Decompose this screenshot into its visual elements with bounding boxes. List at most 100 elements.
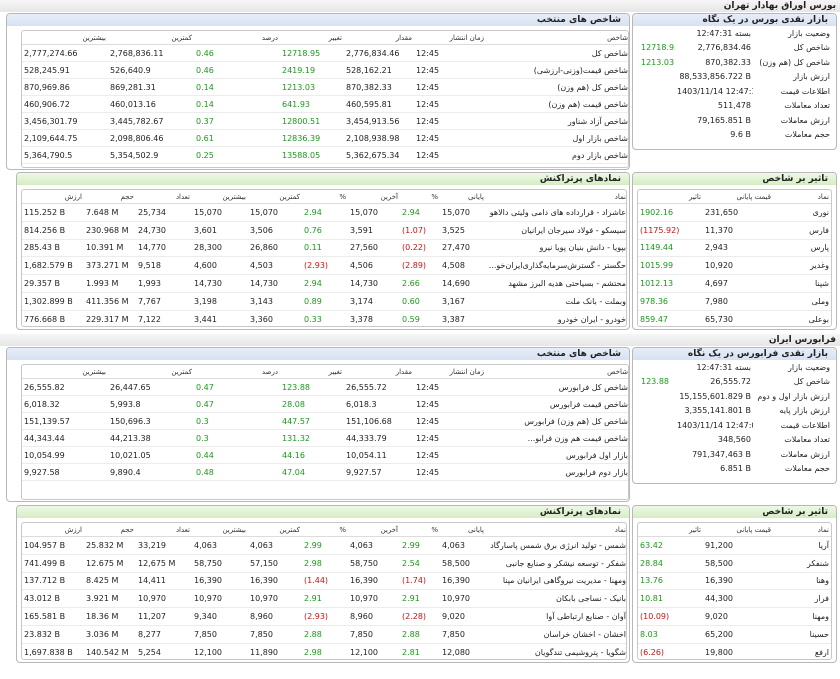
farabourse-impact-price: 9,020 xyxy=(703,607,773,626)
tehran-symbol-row[interactable]: 1,302.899 B 411.356 M 7,767 3,198 3,143 0.89 3… xyxy=(22,292,626,311)
farabourse-index-row[interactable]: 151,139.57 150,696.3 0.3 447.57 151,106.68 12… xyxy=(22,412,628,430)
farabourse-symbol-count: 10,970 xyxy=(136,589,192,609)
farabourse-impact-symbol: وهنا xyxy=(773,572,831,591)
tehran-symbol-row[interactable]: 776.668 B 229.317 M 7,122 3,441 3,360 0.33 3,3… xyxy=(22,310,626,326)
tehran-symbol-last: 15,070 xyxy=(348,203,400,222)
tehran-symbol-value: 115.252 B xyxy=(22,203,84,222)
tehran-symbol-close-pct: 0.59 xyxy=(400,310,440,326)
tehran-market-row: 511,478 تعداد معاملات xyxy=(633,99,836,114)
tehran-impact-row[interactable]: 859.47 65,730 بوعلی xyxy=(638,310,831,326)
farabourse-index-change: 447.57 xyxy=(280,412,344,430)
farabourse-index-change: 44.16 xyxy=(280,446,344,464)
tehran-impact-symbol: وغدیر xyxy=(773,256,831,276)
farabourse-market-value: 791,347,463 B xyxy=(692,449,751,459)
farabourse-impact-row[interactable]: 8.03 65,200 حسینا xyxy=(638,625,831,644)
tehran-symbol-row[interactable]: 1,682.579 B 373.271 M 9,518 4,600 4,503 (2.93… xyxy=(22,256,626,276)
tehran-index-row[interactable]: 460,906.72 460,013.16 0.14 641.93 460,595.81… xyxy=(22,95,628,113)
tehran-indices-header: شاخص xyxy=(486,31,628,45)
tehran-index-change: 12718.95 xyxy=(280,44,344,62)
farabourse-index-row[interactable]: 44,343.44 44,213.38 0.3 131.32 44,333.79 12:4… xyxy=(22,429,628,447)
tehran-market-label: شاخص کل xyxy=(793,43,830,53)
farabourse-symbol-row[interactable]: 741.499 B 12.675 M 12,675 M 58,750 57,150 2.9… xyxy=(22,554,626,573)
tehran-market-row: 88,533,856.722 B ارزش بازار xyxy=(633,70,836,85)
tehran-market-value: بسته 12:47:31 xyxy=(696,28,751,38)
tehran-impact-symbol: پارس xyxy=(773,239,831,258)
tehran-index-value: 5,362,675.34 xyxy=(344,146,414,164)
farabourse-index-name: شاخص کل فرابورس xyxy=(486,378,628,396)
farabourse-symbol-row[interactable]: 137.712 B 8.425 M 14,411 16,390 16,390 (1.44)… xyxy=(22,572,626,591)
farabourse-impact-row[interactable]: 63.42 91,200 آریا xyxy=(638,536,831,555)
tehran-impact-effect: 1149.44 xyxy=(638,239,703,258)
tehran-index-row[interactable]: 870,969.86 869,281.31 0.14 1213.03 870,382.3… xyxy=(22,78,628,96)
farabourse-symbol-row[interactable]: 165.581 B 18.36 M 11,207 9,340 8,960 (2.93) 8,… xyxy=(22,607,626,626)
farabourse-market-row: 348,560 تعداد معاملات xyxy=(633,433,836,448)
tehran-impact-row[interactable]: 1902.16 231,650 نوری xyxy=(638,203,831,222)
farabourse-symbol-count: 14,411 xyxy=(136,572,192,591)
farabourse-market-value: 3,355,141.801 B xyxy=(684,406,751,416)
farabourse-symbol-last: 4,063 xyxy=(348,536,400,555)
tehran-impact-row[interactable]: 1012.13 4,697 شپنا xyxy=(638,274,831,293)
tehran-symbol-high: 4,600 xyxy=(192,256,248,276)
farabourse-index-row[interactable]: 10,054.99 10,021.05 0.44 44.16 10,054.11 12:4… xyxy=(22,446,628,464)
tehran-symbol-row[interactable]: 29.357 B 1.993 M 1,993 14,730 14,730 2.94 14,7… xyxy=(22,274,626,293)
tehran-symbol-row[interactable]: 814.256 B 230.968 M 24,730 3,601 3,506 0.76 3,… xyxy=(22,221,626,240)
tehran-index-row[interactable]: 3,456,301.79 3,445,782.67 0.37 12800.51 3,45… xyxy=(22,112,628,130)
farabourse-impact-row[interactable]: (6.26) 19,800 ارفع xyxy=(638,643,831,659)
farabourse-impact-row[interactable]: (10.09) 9,020 ومهنا xyxy=(638,607,831,626)
farabourse-index-row[interactable]: 9,927.58 9,890.4 0.48 47.04 9,927.57 12:45 باز… xyxy=(22,463,628,481)
farabourse-market-label: وضعیت بازار xyxy=(788,362,830,372)
farabourse-market-value: 15,155,601.829 B xyxy=(679,391,751,401)
farabourse-index-row[interactable]: 6,018.32 5,993.8 0.47 28.08 6,018.3 12:45 شاخص… xyxy=(22,395,628,413)
tehran-symbol-row[interactable]: 285.43 B 10.391 M 14,770 28,300 26,860 0.11 27… xyxy=(22,239,626,258)
tehran-symbol-volume: 373.271 M xyxy=(84,256,136,276)
farabourse-index-pct: 0.47 xyxy=(194,378,280,396)
farabourse-impact-row[interactable]: 13.76 16,390 وهنا xyxy=(638,572,831,591)
tehran-symbol-count: 14,770 xyxy=(136,239,192,258)
tehran-index-row[interactable]: 2,777,274.66 2,768,836.11 0.46 12718.95 2,77… xyxy=(22,44,628,62)
tehran-symbol-count: 25,734 xyxy=(136,203,192,222)
farabourse-index-name: شاخص قیمت هم وزن فرابو... xyxy=(486,429,628,447)
farabourse-symbol-value: 43.012 B xyxy=(22,589,84,609)
tehran-impact-row[interactable]: 978.36 7,980 وملی xyxy=(638,292,831,311)
farabourse-symbol-close-pct: 2.81 xyxy=(400,643,440,659)
tehran-symbol-low: 3,506 xyxy=(248,221,302,240)
farabourse-symbol-row[interactable]: 1,697.838 B 140.542 M 5,254 12,100 11,890 2.9… xyxy=(22,643,626,659)
farabourse-symbol-close: 12,080 xyxy=(440,643,486,659)
tehran-symbol-high: 14,730 xyxy=(192,274,248,293)
farabourse-symbol-row[interactable]: 104.957 B 25.832 M 33,219 4,063 4,063 2.99 4,0… xyxy=(22,536,626,555)
tehran-index-value: 460,595.81 xyxy=(344,95,414,113)
tehran-symbol-close-pct: 2.94 xyxy=(400,203,440,222)
farabourse-market-label: ارزش بازار اول و دوم xyxy=(757,391,830,401)
tehran-symbol-last-pct: (2.93) xyxy=(302,256,348,276)
tehran-impact-table: تاثیر قیمت پایانی نماد 1902.16 231,650 نوری(… xyxy=(638,190,831,326)
tehran-impact-row[interactable]: 1015.99 10,920 وغدیر xyxy=(638,256,831,276)
farabourse-index-high: 44,343.44 xyxy=(22,429,108,447)
farabourse-symbols-header: پایانی xyxy=(440,523,486,537)
farabourse-impact-row[interactable]: 28.84 58,500 شنفکر xyxy=(638,554,831,573)
tehran-impact-effect: 978.36 xyxy=(638,292,703,311)
tehran-index-row[interactable]: 5,364,790.5 5,354,502.9 0.25 13588.05 5,362,… xyxy=(22,146,628,164)
tehran-index-high: 528,245.91 xyxy=(22,61,108,79)
farabourse-index-row[interactable]: 26,555.82 26,447.65 0.47 123.88 26,555.72 12:… xyxy=(22,378,628,396)
farabourse-symbol-close: 58,500 xyxy=(440,554,486,573)
farabourse-index-name: بازار اول فرابورس xyxy=(486,446,628,464)
tehran-market-label: ارزش بازار xyxy=(793,72,830,82)
farabourse-symbol-close-pct: 2.88 xyxy=(400,625,440,644)
farabourse-symbol-row[interactable]: 43.012 B 3.921 M 10,970 10,970 10,970 2.91 10,… xyxy=(22,589,626,609)
tehran-symbol-row[interactable]: 115.252 B 7.648 M 25,734 15,070 15,070 2.94 15… xyxy=(22,203,626,222)
tehran-index-row[interactable]: 2,109,644.75 2,098,806.46 0.61 12836.39 2,10… xyxy=(22,129,628,147)
tehran-symbol-low: 3,360 xyxy=(248,310,302,326)
farabourse-symbol-last-pct: 2.98 xyxy=(302,554,348,573)
tehran-index-row[interactable]: 528,245.91 526,640.9 0.46 2419.19 528,162.21… xyxy=(22,61,628,79)
tehran-impact-row[interactable]: (1175.92) 11,370 فارس xyxy=(638,221,831,240)
farabourse-symbol-row[interactable]: 23.832 B 3.036 M 8,277 7,850 7,850 2.88 7,850 2… xyxy=(22,625,626,644)
tehran-index-value: 3,454,913.56 xyxy=(344,112,414,130)
tehran-symbol-value: 814.256 B xyxy=(22,221,84,240)
farabourse-market-row: 123.88 26,555.72 شاخص کل xyxy=(633,375,836,390)
farabourse-impact-price: 19,800 xyxy=(703,643,773,659)
farabourse-symbol-count: 11,207 xyxy=(136,607,192,626)
farabourse-impact-row[interactable]: 10.81 44,300 فرار xyxy=(638,589,831,609)
tehran-impact-row[interactable]: 1149.44 2,943 پارس xyxy=(638,239,831,258)
tehran-index-high: 3,456,301.79 xyxy=(22,112,108,130)
tehran-symbols-box: ارزش حجم تعداد بیشترین کمترین% آخرین% پایانی نم… xyxy=(21,189,627,327)
